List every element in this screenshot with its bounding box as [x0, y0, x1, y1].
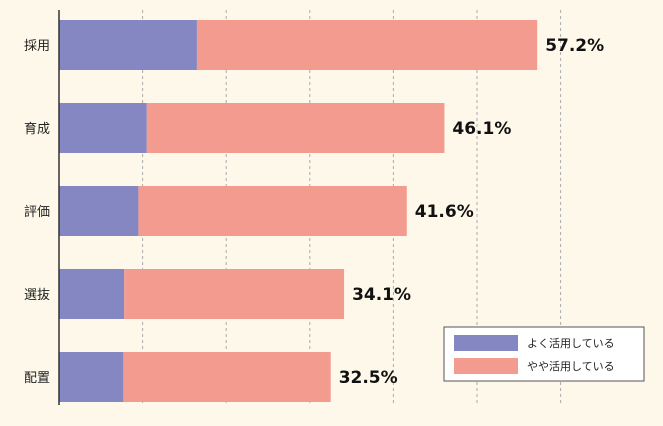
bar-育成-series-2 — [146, 103, 445, 153]
total-value-label: 57.2% — [545, 36, 604, 56]
bar-配置-series-1 — [59, 352, 124, 402]
bar-評価-series-1 — [59, 186, 139, 236]
bars — [59, 20, 538, 402]
bar-採用-series-1 — [59, 20, 197, 70]
bar-選抜-series-2 — [124, 269, 345, 319]
total-value-label: 41.6% — [415, 202, 474, 222]
legend-swatch-series-1 — [454, 335, 518, 351]
category-label: 配置 — [24, 371, 50, 386]
bar-配置-series-2 — [123, 352, 331, 402]
legend-swatch-series-2 — [454, 358, 518, 374]
total-value-label: 46.1% — [452, 119, 511, 139]
bar-評価-series-2 — [138, 186, 407, 236]
category-label: 育成 — [24, 121, 50, 137]
bar-選抜-series-1 — [59, 269, 125, 319]
labels: 採用 57.2% 育成 46.1% 評価 41.6% 選抜 34.1% 配置 32.5% — [24, 36, 604, 388]
bar-育成-series-1 — [59, 103, 147, 153]
total-value-label: 34.1% — [352, 285, 411, 305]
bar-採用-series-2 — [196, 20, 538, 70]
category-label: 選抜 — [24, 287, 50, 303]
legend: よく活用している やや活用している — [443, 326, 645, 382]
total-value-label: 32.5% — [339, 368, 398, 388]
category-label: 採用 — [24, 39, 50, 54]
legend-label-series-1: よく活用している — [527, 337, 615, 350]
legend-label-series-2: やや活用している — [527, 360, 615, 373]
category-label: 評価 — [24, 205, 50, 220]
